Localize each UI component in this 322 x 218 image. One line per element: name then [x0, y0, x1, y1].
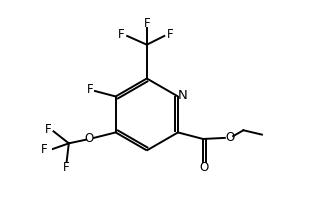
Text: O: O	[84, 133, 94, 145]
Text: N: N	[178, 89, 188, 102]
Text: F: F	[144, 17, 150, 30]
Text: F: F	[45, 123, 52, 136]
Text: F: F	[41, 143, 48, 156]
Text: O: O	[225, 131, 234, 144]
Text: F: F	[166, 28, 173, 41]
Text: F: F	[86, 83, 93, 96]
Text: O: O	[200, 162, 209, 174]
Text: F: F	[118, 28, 124, 41]
Text: F: F	[63, 162, 70, 174]
